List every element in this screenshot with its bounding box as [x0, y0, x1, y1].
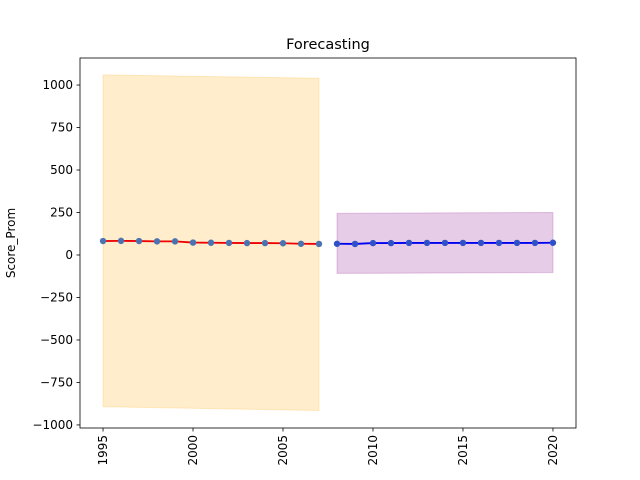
data-point: [225, 239, 233, 247]
data-point: [99, 237, 107, 245]
data-point: [387, 239, 395, 247]
data-point: [189, 239, 197, 246]
y-tick-label: −250: [40, 290, 73, 304]
y-tick-label: −750: [40, 375, 73, 389]
x-tick-label: 2020: [546, 435, 560, 466]
x-tick-label: 2015: [456, 435, 470, 466]
plot-frame: [79, 57, 577, 429]
chart-title: Forecasting: [286, 37, 370, 53]
data-point: [261, 239, 269, 247]
data-point: [333, 240, 341, 247]
y-tick-label: 500: [50, 163, 73, 177]
y-tick-label: −1000: [32, 418, 73, 432]
data-point: [297, 240, 305, 247]
data-point: [369, 239, 377, 247]
data-point: [153, 238, 161, 245]
x-tick-label: 2000: [186, 435, 200, 466]
data-point: [549, 239, 557, 246]
data-point: [459, 239, 467, 247]
y-tick-label: −500: [40, 333, 73, 347]
data-point: [207, 239, 215, 246]
data-point: [477, 239, 485, 247]
data-point: [117, 237, 125, 245]
y-tick-label: 1000: [42, 78, 73, 92]
data-point: [405, 239, 413, 247]
y-axis-label: Score_Prom: [4, 208, 18, 278]
x-tick-label: 2010: [366, 435, 380, 466]
data-point: [171, 238, 179, 245]
data-point: [315, 240, 323, 248]
x-tick-label: 1995: [96, 435, 110, 466]
data-point: [243, 239, 251, 247]
data-point: [531, 239, 539, 247]
data-point: [513, 239, 521, 247]
y-tick-label: 750: [50, 121, 73, 135]
data-point: [495, 239, 503, 247]
y-tick-label: 0: [65, 248, 73, 262]
data-point: [441, 239, 449, 247]
data-point: [135, 237, 143, 245]
data-point: [423, 239, 431, 247]
data-point: [279, 240, 287, 247]
y-tick-label: 250: [50, 205, 73, 219]
x-tick-label: 2005: [276, 435, 290, 466]
data-point: [351, 240, 359, 248]
